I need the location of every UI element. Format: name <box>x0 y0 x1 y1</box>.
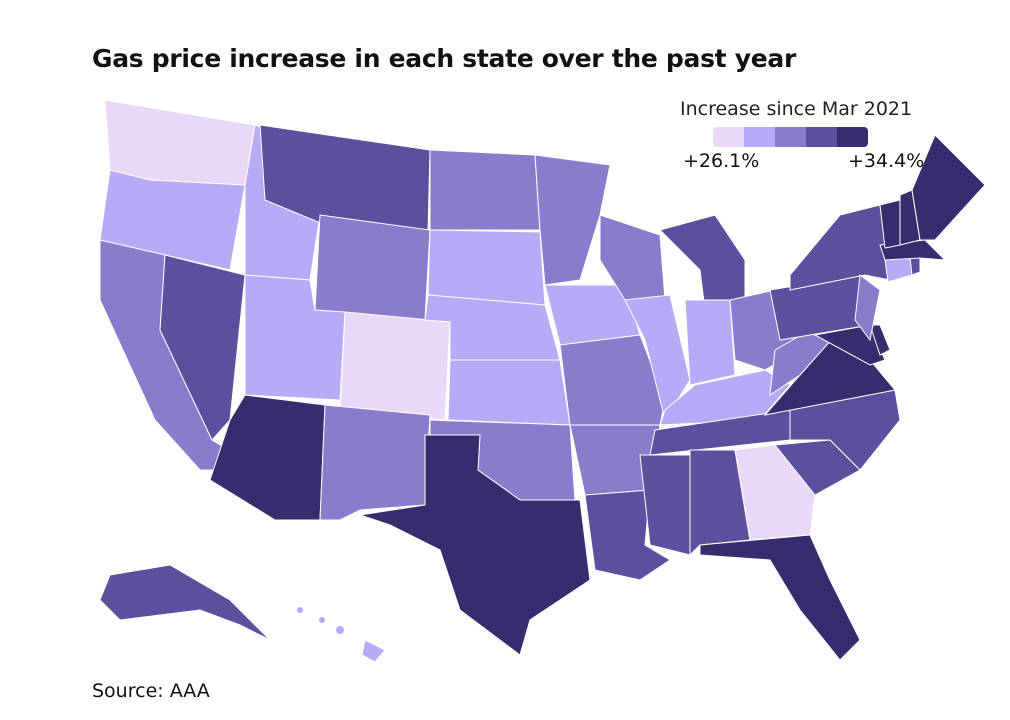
state-hi <box>361 639 386 663</box>
state-ga <box>734 444 816 541</box>
legend-swatch-1 <box>713 127 744 147</box>
state-mn <box>534 154 611 286</box>
state-de <box>869 324 891 356</box>
state-sd <box>427 229 546 306</box>
legend-swatch-2 <box>744 127 775 147</box>
state-nv <box>159 254 246 441</box>
hawaii-island <box>297 607 303 613</box>
state-nj <box>854 274 881 342</box>
legend-max-label: +34.4% <box>848 150 925 172</box>
legend-title: Increase since Mar 2021 <box>680 98 913 120</box>
state-ky <box>659 369 791 426</box>
source-note: Source: AAA <box>92 680 210 702</box>
hawaii-island <box>336 626 344 634</box>
chart-title: Gas price increase in each state over th… <box>92 44 796 73</box>
state-ri <box>909 257 921 276</box>
state-in <box>684 299 736 386</box>
state-ak <box>99 564 271 641</box>
state-wa <box>104 99 256 186</box>
legend-swatch-4 <box>806 127 837 147</box>
legend-color-scale <box>713 127 868 147</box>
legend-swatch-3 <box>775 127 806 147</box>
state-tx <box>359 434 591 656</box>
state-ny <box>789 204 891 291</box>
state-mi <box>659 214 746 311</box>
state-ks <box>447 359 571 426</box>
state-co <box>339 311 451 421</box>
state-ct <box>884 257 913 283</box>
state-nd <box>429 149 541 231</box>
state-fl <box>699 534 861 661</box>
hawaii-island <box>319 617 325 623</box>
state-me <box>911 134 986 241</box>
state-nm <box>319 404 431 521</box>
legend-swatch-5 <box>837 127 868 147</box>
state-mo <box>559 334 666 426</box>
state-ms <box>639 454 691 556</box>
legend-min-label: +26.1% <box>683 150 760 172</box>
state-wy <box>314 214 431 321</box>
